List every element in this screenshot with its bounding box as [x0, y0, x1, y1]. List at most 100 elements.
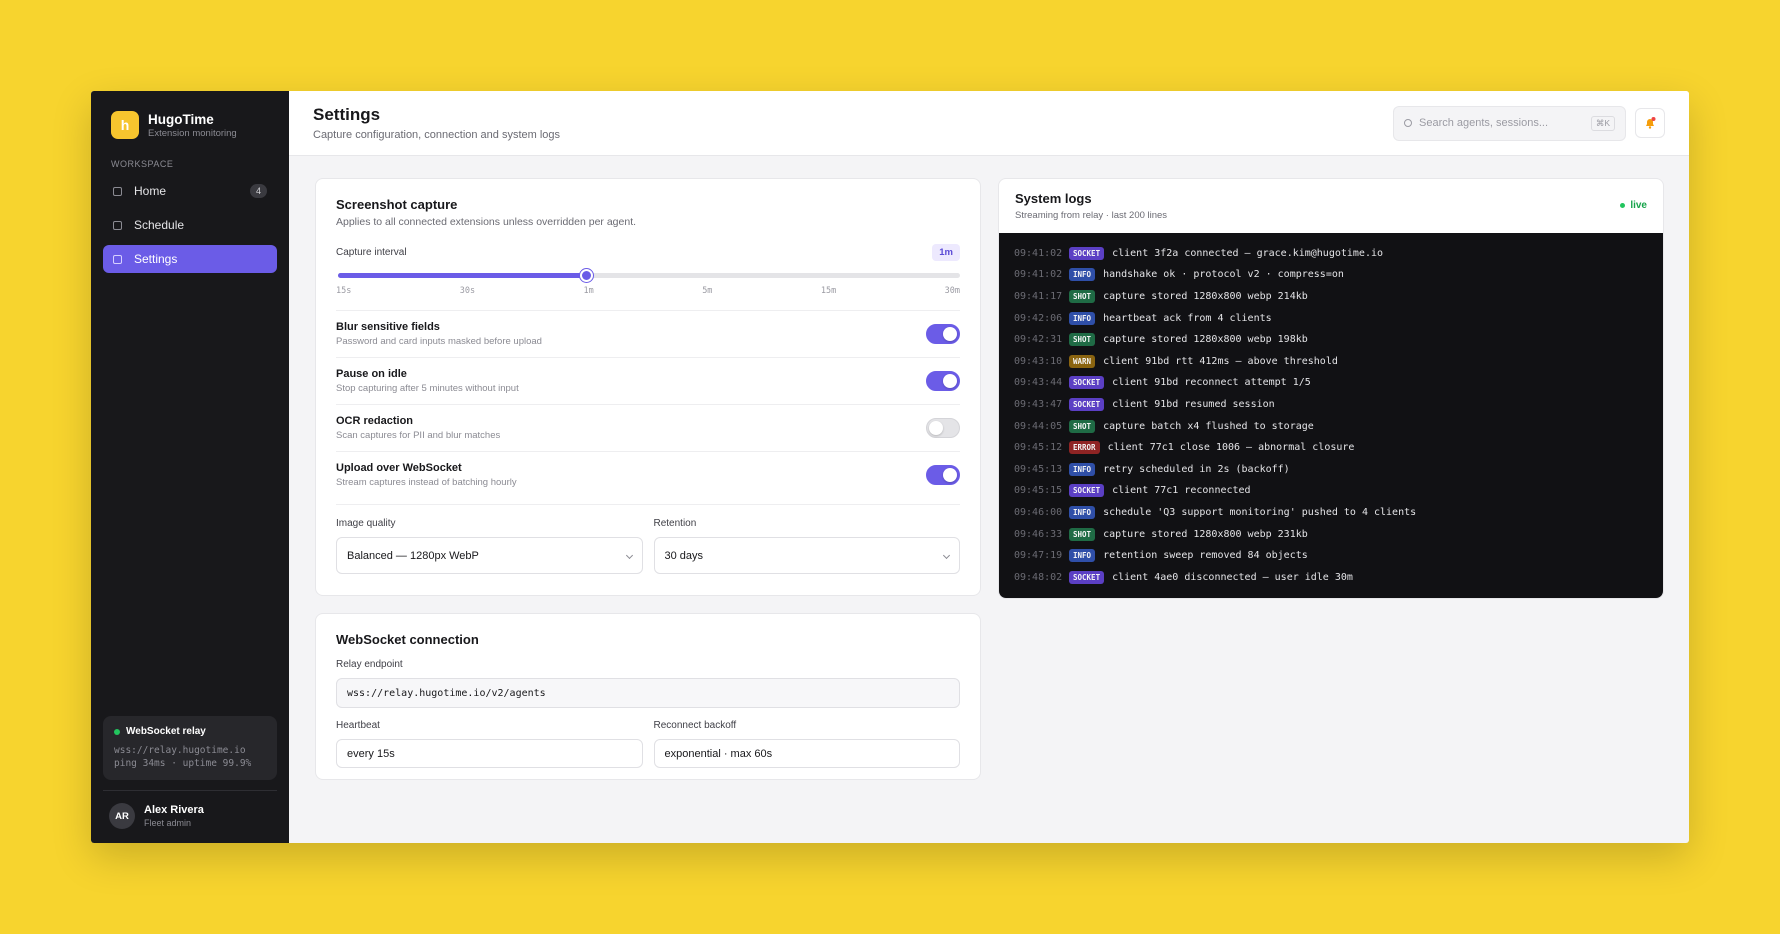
log-level: INFO: [1069, 462, 1096, 476]
log-level: SOCKET: [1069, 570, 1105, 584]
log-row: 09:42:06 INFO heartbeat ack from 4 clients: [1014, 307, 1648, 329]
quality-value: Balanced — 1280px WebP: [347, 549, 479, 562]
log-message: client 4ae0 disconnected — user idle 30m: [1112, 571, 1353, 583]
log-time: 09:41:17: [1014, 290, 1063, 302]
toggle-switch[interactable]: [926, 371, 960, 391]
log-row: 09:48:02 SOCKET client 4ae0 disconnected —…: [1014, 566, 1648, 588]
nav-icon: [113, 254, 122, 264]
log-row: 09:42:31 SHOT capture stored 1280x800 webp…: [1014, 329, 1648, 351]
endpoint-field: Relay endpoint wss://relay.hugotime.io/v2…: [336, 659, 960, 708]
retention-field: Retention 30 days: [653, 518, 960, 574]
nav-icon: [113, 186, 122, 196]
nav-item[interactable]: Settings: [103, 245, 277, 273]
toggle-text: OCR redaction Scan captures for PII and b…: [336, 415, 500, 441]
toggle-knob: [943, 468, 957, 482]
toggle-text: Upload over WebSocket Stream captures ins…: [336, 462, 517, 488]
toggle-switch[interactable]: [926, 418, 960, 438]
slider-tick: 1m: [583, 286, 594, 296]
toggle-switch[interactable]: [926, 324, 960, 344]
brand-tagline: Extension monitoring: [148, 127, 237, 139]
log-time: 09:46:00: [1014, 506, 1063, 518]
interval-value: 1m: [932, 244, 960, 261]
nav-label: Settings: [134, 252, 178, 266]
log-row: 09:46:33 SHOT capture stored 1280x800 webp…: [1014, 523, 1648, 545]
log-time: 09:45:12: [1014, 442, 1063, 454]
log-row: 09:41:17 SHOT capture stored 1280x800 webp…: [1014, 286, 1648, 308]
quality-field: Image quality Balanced — 1280px WebP: [336, 518, 643, 574]
user-name: Alex Rivera: [144, 804, 204, 816]
log-time: 09:43:44: [1014, 377, 1063, 389]
search-box[interactable]: Search agents, sessions... ⌘K: [1393, 105, 1626, 141]
chevron: [942, 551, 951, 560]
toggle-row: OCR redaction Scan captures for PII and b…: [336, 404, 960, 451]
log-message: retention sweep removed 84 objects: [1103, 550, 1308, 562]
log-message: handshake ok · protocol v2 · compress=on: [1103, 269, 1344, 281]
user[interactable]: AR Alex Rivera Fleet admin: [103, 790, 277, 829]
relay-title: WebSocket relay: [126, 726, 206, 737]
toggle-switch[interactable]: [926, 465, 960, 485]
chevron: [625, 551, 633, 560]
log-message: client 91bd reconnect attempt 1/5: [1112, 377, 1311, 389]
slider-track: [338, 273, 960, 278]
log-row: 09:45:13 INFO retry scheduled in 2s (backo…: [1014, 458, 1648, 480]
log-time: 09:41:02: [1014, 247, 1063, 259]
quality-label: Image quality: [336, 518, 396, 529]
backoff-value: exponential · max 60s: [664, 747, 773, 760]
status-dot: [1620, 203, 1626, 209]
heartbeat-input[interactable]: every 15s: [336, 739, 643, 768]
log-time: 09:45:13: [1014, 463, 1063, 475]
log-level: ERROR: [1069, 441, 1100, 455]
nav-item[interactable]: Schedule: [103, 211, 277, 239]
main: Settings Capture configuration, connectio…: [289, 91, 1689, 843]
brand: h HugoTime Extension monitoring: [103, 111, 277, 139]
log-message: schedule 'Q3 support monitoring' pushed …: [1103, 506, 1417, 518]
header-text: Settings Capture configuration, connectio…: [313, 105, 560, 141]
shortcut: ⌘K: [1590, 115, 1615, 131]
log-time: 09:42:06: [1014, 312, 1063, 324]
logs-body: 09:41:02 SOCKET client 3f2a connected — gr…: [999, 232, 1663, 598]
endpoint-input[interactable]: wss://relay.hugotime.io/v2/agents: [336, 678, 960, 708]
log-level: SOCKET: [1069, 484, 1105, 498]
page-subtitle: Capture configuration, connection and sy…: [313, 129, 561, 141]
relay-url: wss://relay.hugotime.io: [114, 745, 246, 756]
log-row: 09:46:00 INFO schedule 'Q3 support monitor…: [1014, 502, 1648, 524]
log-row: 09:45:12 ERROR client 77c1 close 1006 — ab…: [1014, 437, 1648, 459]
toggle-description: Password and card inputs masked before u…: [336, 336, 542, 347]
log-level: SHOT: [1069, 419, 1096, 433]
log-message: client 91bd resumed session: [1112, 398, 1275, 410]
log-level: INFO: [1069, 311, 1096, 325]
relay-title-row: WebSocket relay: [114, 726, 266, 737]
log-row: 09:41:02 INFO handshake ok · protocol v2 ·…: [1014, 264, 1648, 286]
log-level: SOCKET: [1069, 397, 1105, 411]
nav-item[interactable]: Home 4: [103, 177, 277, 205]
log-level: INFO: [1069, 505, 1096, 519]
nav-icon: [113, 220, 122, 230]
card-subtitle: Applies to all connected extensions unle…: [336, 216, 637, 228]
capture-card: Screenshot capture Applies to all connect…: [315, 178, 981, 596]
toggle-description: Stop capturing after 5 minutes without i…: [336, 383, 519, 394]
endpoint-value: wss://relay.hugotime.io/v2/agents: [347, 687, 546, 699]
relay-stats: ping 34ms · uptime 99.9%: [114, 758, 252, 769]
slider-tick: 15s: [336, 286, 352, 296]
backoff-input[interactable]: exponential · max 60s: [653, 739, 960, 768]
endpoint-label: Relay endpoint: [336, 659, 403, 670]
toggle-label: Blur sensitive fields: [336, 321, 440, 333]
notifications-button[interactable]: [1635, 108, 1665, 138]
log-level: INFO: [1069, 549, 1096, 563]
toggle-row: Pause on idle Stop capturing after 5 minu…: [336, 357, 960, 404]
retention-select[interactable]: 30 days: [653, 537, 960, 574]
toggle-list: Blur sensitive fields Password and card i…: [336, 310, 960, 498]
quality-select[interactable]: Balanced — 1280px WebP: [336, 537, 643, 574]
nav-label: Home: [134, 184, 167, 198]
toggle-label: Pause on idle: [336, 368, 407, 380]
backoff-field: Reconnect backoff exponential · max 60s: [653, 720, 960, 768]
interval-slider[interactable]: [336, 265, 960, 285]
card-title: WebSocket connection: [336, 632, 479, 647]
user-role: Fleet admin: [144, 818, 192, 828]
retention-label: Retention: [653, 518, 697, 529]
slider-fill: [338, 273, 588, 278]
log-row: 09:44:05 SHOT capture batch x4 flushed to …: [1014, 415, 1648, 437]
search-icon: [1404, 119, 1412, 127]
toggle-row: Upload over WebSocket Stream captures ins…: [336, 451, 960, 498]
